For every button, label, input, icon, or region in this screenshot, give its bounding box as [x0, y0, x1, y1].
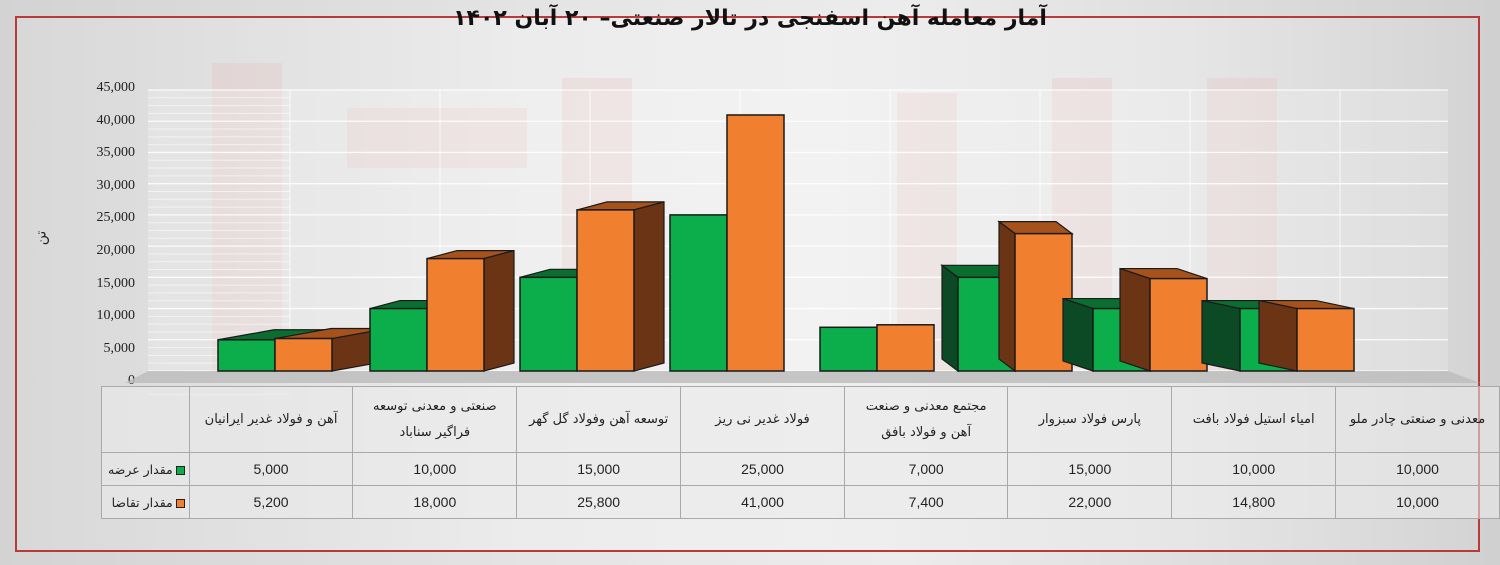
- demand-value-cell: 14,800: [1171, 485, 1337, 519]
- bar-supply: [819, 326, 878, 372]
- column-header-line: آهن و فولاد بافق: [881, 424, 972, 440]
- bar-demand: [876, 324, 935, 372]
- supply-value-cell: 10,000: [1171, 452, 1337, 486]
- demand-swatch-icon: [175, 498, 185, 508]
- bar-supply: [669, 214, 728, 372]
- bar-supply: [369, 307, 428, 372]
- demand-value-cell: 22,000: [1007, 485, 1173, 519]
- supply-value-cell: 10,000: [352, 452, 518, 486]
- chart-title: آمار معامله آهن اسفنجی در تالار صنعتی– ۲…: [453, 6, 1047, 31]
- bar-demand: [274, 337, 333, 372]
- bar-demand: [576, 209, 635, 372]
- column-header: پارس فولاد سبزوار: [1007, 386, 1173, 453]
- legend-supply: مقدار عرضه: [101, 452, 190, 486]
- legend-supply-label: مقدار عرضه: [108, 461, 173, 477]
- column-header-line: امیاء استیل فولاد بافت: [1192, 411, 1315, 427]
- demand-value-cell: 7,400: [843, 485, 1009, 519]
- table-row-supply: مقدار عرضه 5,000 10,000 15,000 25,000 7,000 1…: [101, 452, 1500, 486]
- data-table: آهن و فولاد غدیر ایرانیان صنعتی و معدنی ت…: [101, 386, 1500, 519]
- column-header-line: فراگیر سناباد: [399, 424, 471, 440]
- demand-value-cell: 5,200: [188, 485, 354, 519]
- y-tick-label: 40,000: [96, 112, 136, 128]
- supply-value-cell: 7,000: [843, 452, 1009, 486]
- y-tick-label: 25,000: [96, 210, 136, 226]
- y-tick-label: 5,000: [103, 340, 136, 356]
- supply-value-cell: 25,000: [680, 452, 845, 486]
- column-header: امیاء استیل فولاد بافت: [1171, 386, 1337, 453]
- y-tick-label: 15,000: [96, 275, 136, 291]
- table-header-row: آهن و فولاد غدیر ایرانیان صنعتی و معدنی ت…: [101, 386, 1500, 453]
- bar-chart-plot: [125, 114, 1480, 383]
- bar-supply: [217, 339, 276, 372]
- demand-value-cell: 18,000: [352, 485, 518, 519]
- column-header-line: پارس فولاد سبزوار: [1038, 411, 1141, 427]
- demand-value-cell: 41,000: [680, 485, 845, 519]
- supply-value-cell: 10,000: [1335, 452, 1500, 486]
- column-header-line: صنعتی و معدنی توسعه: [372, 398, 497, 414]
- supply-value-cell: 15,000: [516, 452, 682, 486]
- column-header: فولاد غدیر نی ریز: [680, 386, 845, 453]
- demand-value-cell: 10,000: [1335, 485, 1500, 519]
- supply-swatch-icon: [175, 465, 185, 475]
- column-header-line: مجتمع معدنی و صنعت: [865, 398, 987, 414]
- column-header-line: آهن و فولاد غدیر ایرانیان: [204, 411, 338, 427]
- column-header: معدنی و صنعتی چادر ملو: [1335, 386, 1500, 453]
- bar-demand: [1149, 277, 1208, 372]
- supply-value-cell: 15,000: [1007, 452, 1173, 486]
- bar-demand: [726, 114, 785, 372]
- column-header-line: توسعه آهن وفولاد گل گهر: [529, 411, 669, 427]
- bar-supply: [519, 276, 578, 372]
- demand-value-cell: 25,800: [516, 485, 682, 519]
- column-header: توسعه آهن وفولاد گل گهر: [516, 386, 682, 453]
- y-tick-label: 30,000: [96, 177, 136, 193]
- column-header-line: معدنی و صنعتی چادر ملو: [1349, 411, 1486, 427]
- y-tick-label: 45,000: [96, 80, 136, 95]
- column-header: صنعتی و معدنی توسعه فراگیر سناباد: [352, 386, 518, 453]
- column-header-line: فولاد غدیر نی ریز: [715, 411, 810, 427]
- column-header: آهن و فولاد غدیر ایرانیان: [188, 386, 354, 453]
- bar-demand: [426, 257, 485, 372]
- y-tick-label: 35,000: [96, 145, 136, 161]
- bar-demand: [1296, 307, 1355, 372]
- supply-value-cell: 5,000: [188, 452, 354, 486]
- legend-corner-cell: [101, 386, 190, 453]
- legend-demand: مقدار تقاضا: [101, 485, 190, 519]
- table-row-demand: مقدار تقاضا 5,200 18,000 25,800 41,000 7,400…: [101, 485, 1500, 519]
- y-tick-label: 20,000: [96, 243, 136, 258]
- legend-demand-label: مقدار تقاضا: [111, 494, 173, 510]
- column-header: مجتمع معدنی و صنعت آهن و فولاد بافق: [843, 386, 1009, 453]
- y-tick-label: 10,000: [96, 308, 136, 324]
